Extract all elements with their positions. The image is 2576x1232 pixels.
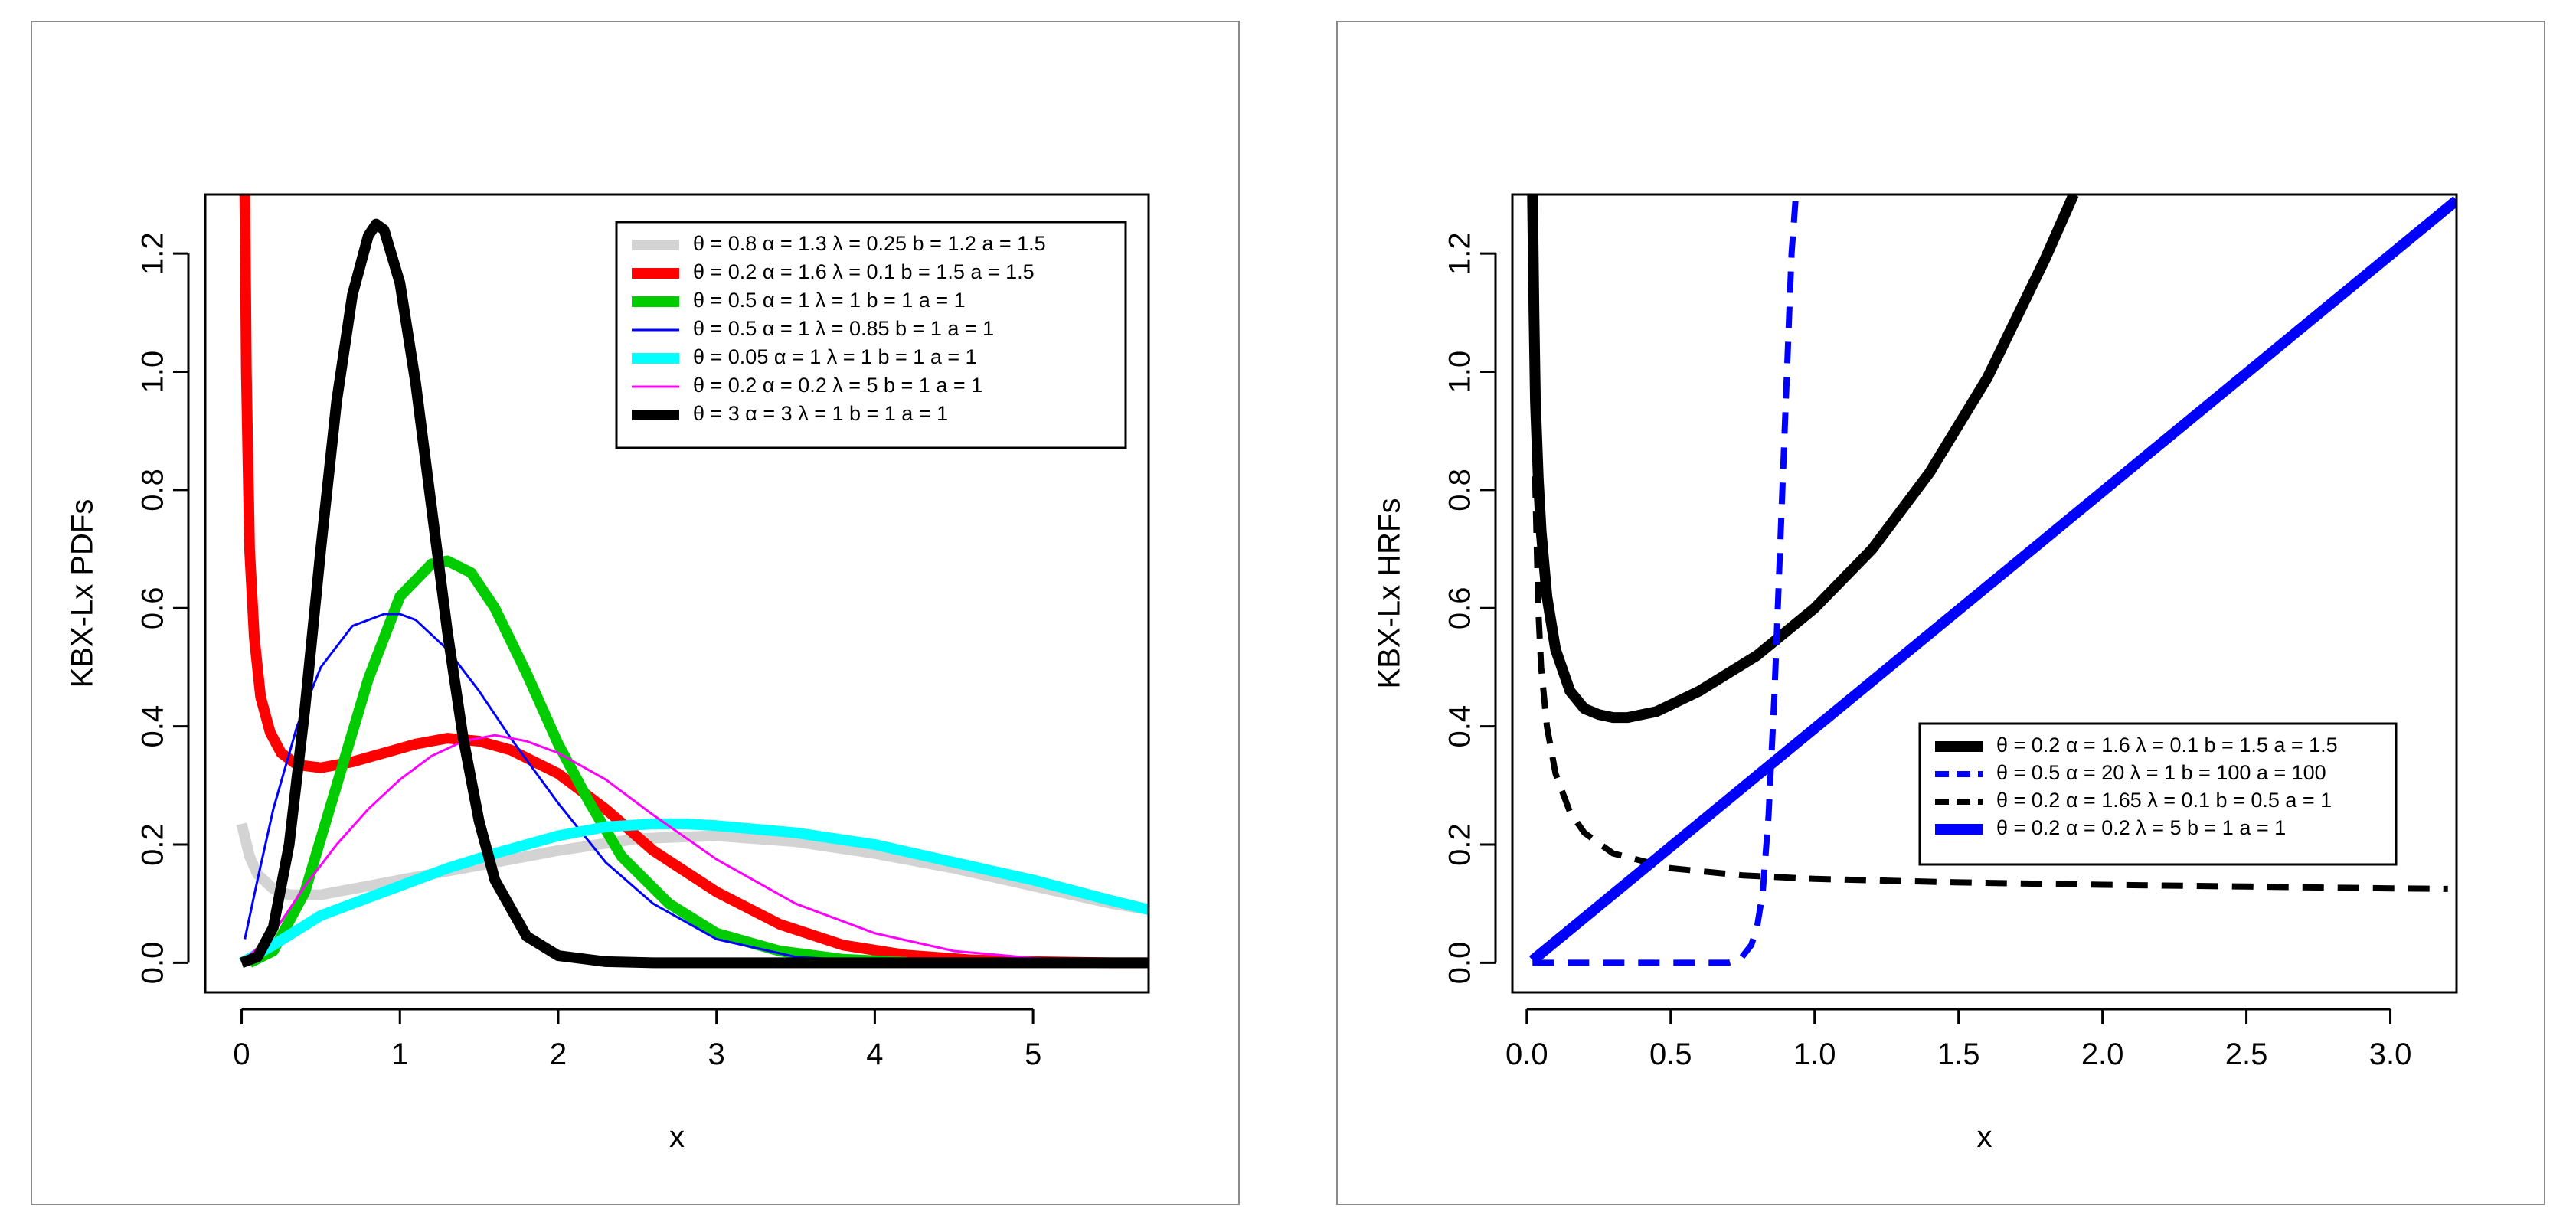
pdf-legend-label-0: θ = 0.8 α = 1.3 λ = 0.25 b = 1.2 a = 1.5 [693,232,1046,255]
pdf-y-tick-label: 1.0 [136,351,170,394]
hrf-legend-label-2: θ = 0.2 α = 1.65 λ = 0.1 b = 0.5 a = 1 [1996,789,2332,812]
pdf-y-tick-label: 0.0 [136,942,170,985]
pdf-y-tick-label: 0.8 [136,469,170,511]
pdf-x-tick-label: 5 [1025,1038,1041,1071]
hrf-x-tick-label: 0.5 [1649,1038,1692,1071]
pdf-series-group [236,194,1149,969]
hrf-y-tick-label: 0.6 [1443,587,1477,629]
pdf-x-tick-label: 3 [708,1038,725,1071]
pdf-plot-box [204,193,1150,994]
pdf-x-tick-label: 0 [233,1038,250,1071]
pdf-y-tick-label: 0.2 [136,823,170,866]
pdf-legend-label-1: θ = 0.2 α = 1.6 λ = 0.1 b = 1.5 a = 1.5 [693,260,1035,283]
hrf-legend-box [1918,722,2398,866]
hrf-y-tick-label: 1.0 [1443,351,1477,394]
pdf-x-tick-label: 2 [550,1038,567,1071]
hrf-x-tick-label: 0.0 [1505,1038,1548,1071]
pdf-legend-label-5: θ = 0.2 α = 0.2 λ = 5 b = 1 a = 1 [693,374,982,397]
hrf-series-group [1527,194,2457,966]
pdf-y-tick-label: 1.2 [136,232,170,275]
hrf-x-tick-label: 3.0 [2369,1038,2412,1071]
pdf-series-line-4 [239,819,1149,968]
pdf-y-axis-title: KBX-Lx PDFs [66,499,100,688]
hrf-legend-label-1: θ = 0.5 α = 20 λ = 1 b = 100 a = 100 [1996,761,2326,784]
hrf-x-tick-label: 1.5 [1937,1038,1980,1071]
hrf-series-line-1 [1532,194,1800,966]
pdf-legend-label-3: θ = 0.5 α = 1 λ = 0.85 b = 1 a = 1 [693,317,994,340]
hrf-y-tick-label: 0.0 [1443,942,1477,985]
left-panel-frame [31,21,1240,1205]
pdf-legend-label-6: θ = 3 α = 3 λ = 1 b = 1 a = 1 [693,402,948,425]
hrf-y-axis-title: KBX-Lx HRFs [1373,498,1407,689]
pdf-series-line-6 [240,218,1149,969]
hrf-series-line-3 [1528,196,2457,965]
hrf-y-tick-label: 0.4 [1443,705,1477,748]
hrf-x-tick-label: 2.5 [2225,1038,2268,1071]
pdf-series-line-3 [244,613,875,963]
hrf-plot-box [1511,193,2458,994]
hrf-y-tick-label: 0.8 [1443,469,1477,511]
hrf-series-line-2 [1529,194,2448,892]
pdf-x-tick-label: 1 [391,1038,408,1071]
pdf-legend-box [615,221,1127,449]
hrf-series-line-0 [1527,194,2079,724]
hrf-x-axis-title: x [1977,1120,1992,1154]
pdf-y-tick-label: 0.6 [136,587,170,629]
pdf-x-tick-label: 4 [866,1038,883,1071]
pdf-legend-label-2: θ = 0.5 α = 1 λ = 1 b = 1 a = 1 [693,289,966,312]
pdf-legend-label-4: θ = 0.05 α = 1 λ = 1 b = 1 a = 1 [693,345,977,368]
pdf-series-line-5 [240,734,1149,964]
pdf-x-axis-title: x [669,1120,685,1154]
pdf-y-tick-label: 0.4 [136,705,170,748]
pdf-legend: θ = 0.8 α = 1.3 λ = 0.25 b = 1.2 a = 1.5… [615,221,1127,449]
hrf-legend: θ = 0.2 α = 1.6 λ = 0.1 b = 1.5 a = 1.5 θ… [1918,722,2398,866]
hrf-y-tick-label: 0.2 [1443,823,1477,866]
hrf-y-tick-label: 1.2 [1443,232,1477,275]
hrf-x-tick-label: 1.0 [1793,1038,1836,1071]
pdf-series-line-2 [247,555,907,968]
hrf-legend-label-0: θ = 0.2 α = 1.6 λ = 0.1 b = 1.5 a = 1.5 [1996,734,2338,757]
hrf-legend-label-3: θ = 0.2 α = 0.2 λ = 5 b = 1 a = 1 [1996,816,2286,839]
hrf-x-tick-label: 2.0 [2081,1038,2124,1071]
